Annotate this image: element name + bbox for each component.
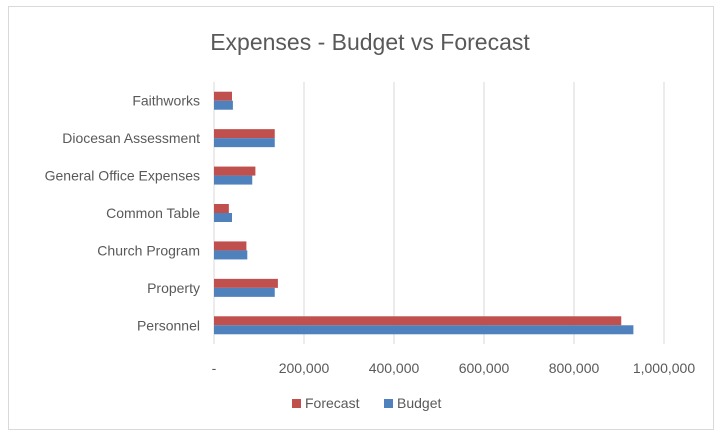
bar-budget [214,138,275,148]
category-label: Property [147,280,200,296]
bar-budget [214,325,634,335]
legend-swatch-forecast [292,399,301,408]
x-tick-label: 400,000 [369,360,420,376]
bar-forecast [214,241,247,251]
chart-title: Expenses - Budget vs Forecast [210,29,530,55]
bar-forecast [214,278,278,288]
bar-forecast [214,204,229,213]
x-tick-label: - [212,360,217,376]
category-label: Diocesan Assessment [62,130,200,146]
x-tick-label: 1,000,000 [633,360,695,376]
bar-forecast [214,91,232,101]
x-tick-label: 600,000 [459,360,510,376]
chart-frame [8,6,714,430]
legend-swatch-budget [384,399,393,408]
legend: Forecast Budget [292,395,441,411]
legend-label: Budget [397,395,441,411]
bar-forecast [214,316,622,326]
bar-forecast [214,129,275,139]
x-tick-labels: - 200,000 400,000 600,000 800,000 1,000,000 [212,360,696,376]
category-label: Faithworks [132,93,200,109]
bar-budget [214,250,248,260]
category-label: General Office Expenses [45,168,200,184]
category-labels: Faithworks Diocesan Assessment General Off… [45,93,201,334]
x-tick-label: 800,000 [549,360,600,376]
category-label: Personnel [137,317,200,333]
category-label: Common Table [106,205,200,221]
bar-budget [214,287,275,297]
bars-layer [214,91,634,335]
bar-budget [214,175,253,185]
bar-budget [214,213,232,222]
x-tick-label: 200,000 [279,360,330,376]
legend-label: Forecast [305,395,360,411]
bar-forecast [214,166,256,176]
grid-layer [213,82,665,344]
category-label: Church Program [97,242,200,258]
bar-budget [214,100,233,110]
